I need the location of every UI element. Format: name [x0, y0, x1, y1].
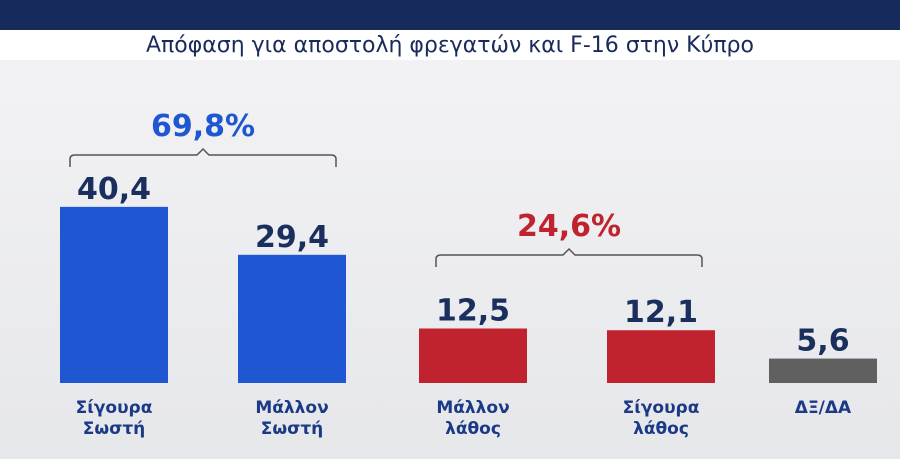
category-label: ΔΞ/ΔΑ — [794, 398, 852, 418]
chart-title: Απόφαση για αποστολή φρεγατών και F-16 σ… — [146, 33, 754, 58]
value-label: 29,4 — [255, 220, 329, 255]
bracket — [435, 247, 703, 267]
category-label: Σίγουρα λάθος — [622, 398, 700, 439]
category-label: Μάλλον Σωστή — [255, 398, 329, 439]
annotation: 24,6% — [517, 209, 621, 244]
bar — [60, 206, 168, 383]
value-label: 40,4 — [77, 172, 151, 207]
title-band — [0, 30, 900, 60]
category-label: Σίγουρα Σωστή — [75, 398, 153, 439]
bar — [607, 330, 715, 383]
bar — [238, 254, 346, 383]
bracket — [69, 147, 337, 167]
bar — [769, 358, 877, 383]
bar — [419, 328, 527, 383]
value-label: 12,5 — [436, 294, 510, 329]
header-bar — [0, 0, 900, 30]
category-label: Μάλλον λάθος — [436, 398, 510, 439]
value-label: 12,1 — [624, 295, 698, 330]
annotation: 69,8% — [151, 109, 255, 144]
value-label: 5,6 — [796, 324, 849, 359]
